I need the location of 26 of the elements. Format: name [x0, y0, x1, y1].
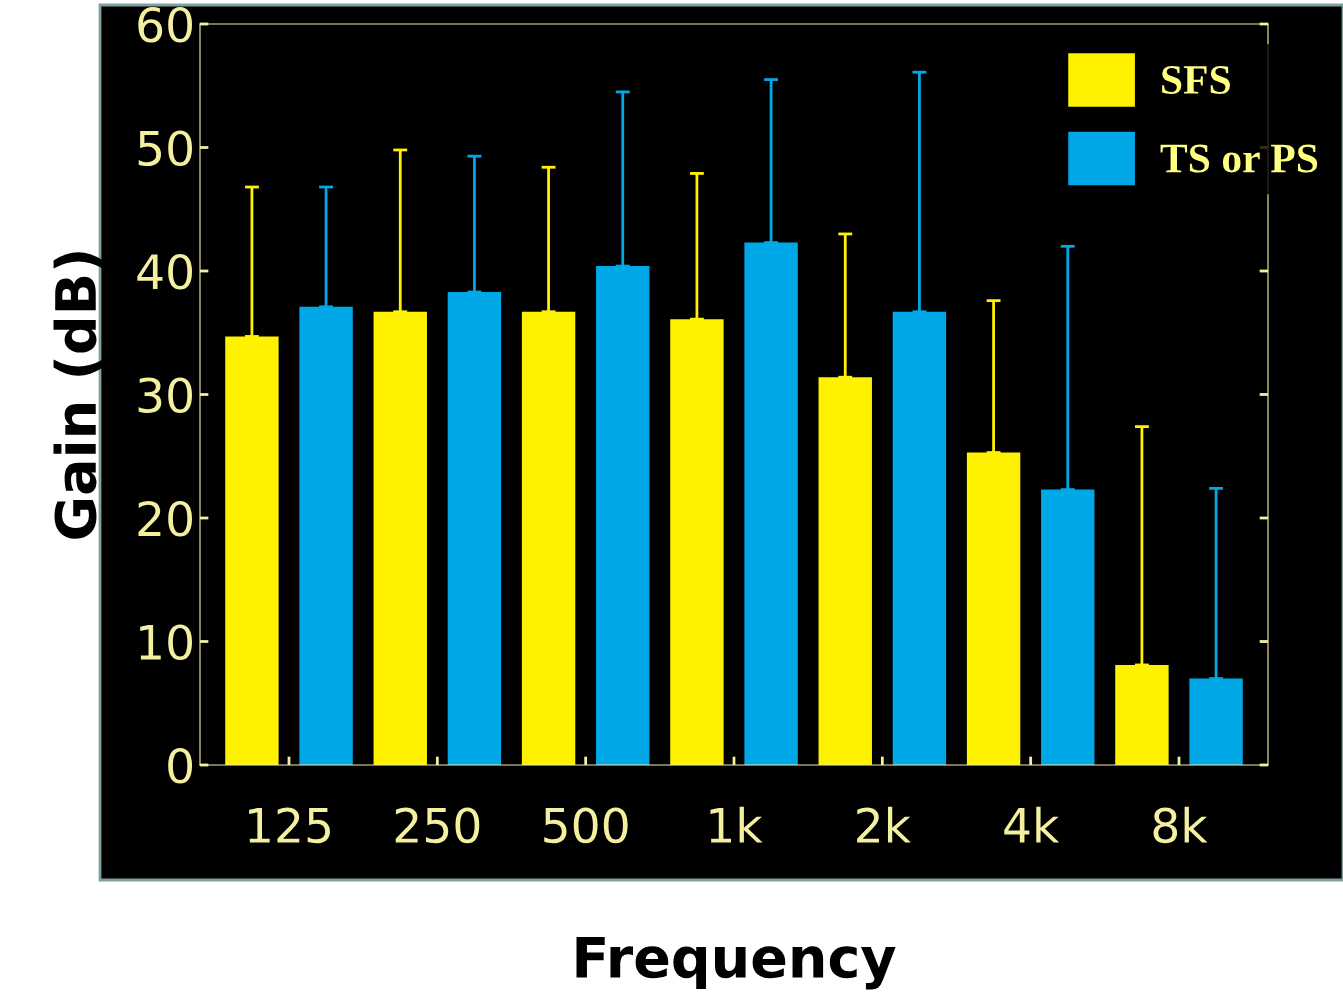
- x-axis-title: Frequency: [576, 936, 896, 990]
- y-tick-label: 60: [138, 6, 192, 43]
- y-axis-title: Gain (dB): [53, 252, 104, 539]
- bar: [892, 311, 947, 765]
- bar: [521, 311, 576, 765]
- x-tick-label: 8k: [1153, 806, 1208, 844]
- legend-label: SFS: [1162, 65, 1230, 94]
- y-tick-label: 10: [140, 624, 192, 661]
- bar: [966, 452, 1021, 765]
- bar: [1041, 489, 1095, 765]
- x-tick-label: 500: [544, 807, 628, 844]
- x-tick-label: 1k: [710, 806, 763, 843]
- bar: [1189, 678, 1243, 765]
- bar: [299, 306, 353, 765]
- bar: [373, 311, 427, 765]
- x-tick-label: 250: [395, 807, 480, 844]
- y-tick-label: 20: [138, 500, 192, 537]
- y-tick-label: 0: [168, 747, 192, 784]
- x-tick-label: 4k: [1004, 806, 1060, 843]
- legend-label: TS or PS: [1160, 144, 1318, 173]
- x-tick-label: 2k: [857, 806, 911, 843]
- x-tick-label: 125: [249, 807, 330, 844]
- y-tick-label: 30: [138, 377, 192, 414]
- bar: [744, 242, 798, 765]
- y-tick-label: 40: [137, 253, 192, 290]
- y-tick-label: 50: [138, 130, 192, 167]
